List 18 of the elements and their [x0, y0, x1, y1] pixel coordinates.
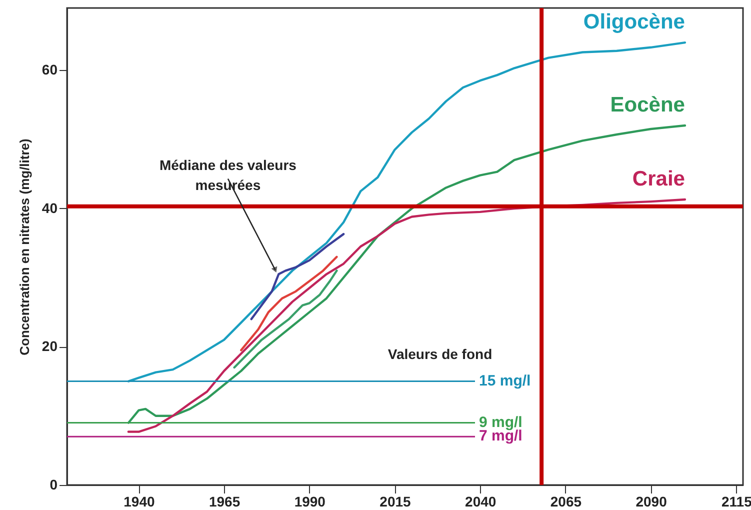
x-tick-label: 1965 — [208, 494, 240, 510]
y-tick-label: 0 — [50, 476, 58, 492]
series-label: Craie — [632, 167, 685, 190]
ref-line-label: 9 mg/l — [479, 414, 522, 431]
y-axis-title: Concentration en nitrates (mg/litre) — [16, 138, 32, 356]
x-tick-label: 1990 — [294, 494, 326, 510]
annotation: Valeurs de fond — [388, 346, 492, 362]
y-tick-label: 40 — [42, 200, 58, 216]
y-tick-label: 20 — [42, 338, 58, 354]
x-tick-label: 2040 — [465, 494, 496, 510]
y-tick-label: 60 — [42, 62, 58, 78]
ref-line-label: 15 mg/l — [479, 372, 531, 390]
x-tick-label: 2090 — [636, 494, 668, 510]
x-tick-label: 2015 — [380, 494, 412, 510]
x-tick-label: 1940 — [124, 494, 155, 510]
series-label: Oligocène — [583, 10, 685, 34]
x-tick-label: 2065 — [550, 494, 582, 510]
series-label: Eocène — [610, 94, 685, 117]
